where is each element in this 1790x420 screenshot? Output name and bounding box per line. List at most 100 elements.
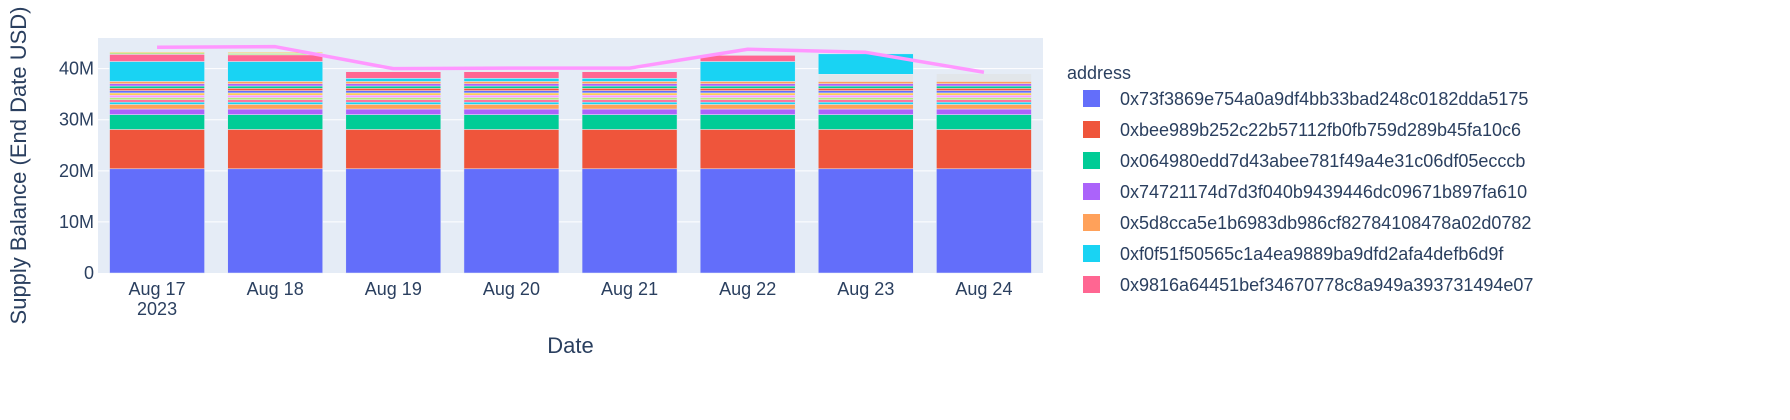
legend-swatch [1083, 214, 1100, 231]
bar-segment [699, 114, 796, 130]
legend-swatch [1083, 245, 1100, 262]
x-tick-label: Aug 20 [483, 279, 540, 299]
bar-segment [227, 129, 323, 170]
bar-segment [463, 104, 560, 110]
bar-segment [818, 104, 914, 110]
bar-segment [936, 168, 1032, 274]
bar-segment [936, 108, 1032, 115]
bar-segment [818, 92, 914, 96]
bar-segment [109, 81, 205, 84]
bar-segment [109, 85, 205, 89]
bar-segment [345, 168, 442, 274]
bar-segment [699, 81, 796, 84]
bar-segment [109, 168, 205, 274]
bar-segment [581, 92, 678, 96]
bar-segment [818, 99, 914, 103]
bar-segment [227, 97, 323, 101]
legend-item[interactable]: 0x74721174d7d3f040b9439446dc09671b897fa6… [1083, 182, 1527, 202]
bar-segment [699, 94, 796, 98]
bar-segment [463, 129, 560, 170]
bar-segment [581, 90, 678, 94]
bar-segment [227, 104, 323, 110]
bar-segment [699, 61, 796, 82]
bar-segment [581, 108, 678, 115]
bar-segment [463, 90, 560, 94]
legend-swatch [1083, 152, 1100, 169]
legend[interactable]: address 0x73f3869e754a0a9df4bb33bad248c0… [1067, 63, 1533, 295]
bar-segment [699, 88, 796, 91]
bar-segment [581, 85, 678, 89]
bar-segment [227, 101, 323, 105]
bar-segment [345, 99, 442, 103]
bar-segment [581, 97, 678, 101]
bar-segment [936, 90, 1032, 94]
bar-segment [699, 85, 796, 89]
bar-segment [463, 81, 560, 84]
bar-segment [109, 104, 205, 110]
bar-segment [581, 88, 678, 91]
y-tick-label: 10M [59, 212, 94, 232]
bar-segment [818, 90, 914, 94]
bar-segment [699, 101, 796, 105]
legend-item[interactable]: 0xf0f51f50565c1a4ea9889ba9dfd2afa4defb6d… [1083, 244, 1504, 264]
legend-label: 0x5d8cca5e1b6983db986cf82784108478a02d07… [1120, 213, 1531, 233]
bar-segment [463, 108, 560, 115]
bar-segment [227, 168, 323, 274]
bar-segment [345, 83, 442, 87]
bar-segment [109, 51, 205, 54]
legend-item[interactable]: 0xbee989b252c22b57112fb0fb759d289b45fa10… [1083, 120, 1521, 140]
bar-segment [581, 83, 678, 87]
bar-segment [818, 74, 914, 82]
legend-swatch [1083, 276, 1100, 293]
legend-label: 0x9816a64451bef34670778c8a949a393731494e… [1120, 275, 1533, 295]
bar-segment [345, 81, 442, 84]
bar-segment [109, 83, 205, 87]
bar-segment [581, 94, 678, 98]
bar-segment [699, 90, 796, 94]
bar-segment [463, 78, 560, 82]
bar-segment [936, 94, 1032, 98]
legend-item[interactable]: 0x73f3869e754a0a9df4bb33bad248c0182dda51… [1083, 89, 1528, 109]
bar-segment [936, 85, 1032, 89]
legend-item[interactable]: 0x5d8cca5e1b6983db986cf82784108478a02d07… [1083, 213, 1531, 233]
total-line [157, 44, 985, 74]
bar-segment [109, 61, 205, 82]
bar-segment [345, 101, 442, 105]
bar-segment [345, 85, 442, 89]
bar-segment [227, 94, 323, 98]
x-tick-label: Aug 21 [601, 279, 658, 299]
y-tick-label: 40M [59, 59, 94, 79]
bar-segment [227, 54, 323, 62]
bar-segment [227, 108, 323, 115]
legend-title: address [1067, 63, 1131, 83]
legend-label: 0xbee989b252c22b57112fb0fb759d289b45fa10… [1120, 120, 1521, 140]
legend-item[interactable]: 0x9816a64451bef34670778c8a949a393731494e… [1083, 275, 1533, 295]
bar-segment [345, 129, 442, 170]
bars[interactable] [109, 51, 1032, 274]
bar-segment [463, 83, 560, 87]
bar-segment [227, 83, 323, 87]
bar-segment [818, 168, 914, 274]
bar-segment [581, 114, 678, 130]
bar-segment [227, 99, 323, 103]
bar-segment [936, 104, 1032, 110]
bar-segment [227, 81, 323, 84]
bar-segment [818, 88, 914, 91]
y-axis-title: Supply Balance (End Date USD) [6, 7, 31, 325]
bar-segment [345, 88, 442, 91]
bar-segment [936, 99, 1032, 103]
bar-segment [581, 101, 678, 105]
bar-segment [699, 92, 796, 96]
legend-item[interactable]: 0x064980edd7d43abee781f49a4e31c06df05ecc… [1083, 151, 1525, 171]
bar-segment [699, 129, 796, 170]
x-axis-ticks: Aug 17 Aug 18 Aug 19 Aug 20 Aug 21 Aug 22 Aug … [129, 279, 1013, 319]
y-tick-label: 20M [59, 161, 94, 181]
bar-segment [345, 104, 442, 110]
bar-segment [109, 99, 205, 103]
bar-segment [818, 114, 914, 130]
bar-segment [109, 88, 205, 91]
bar-segment [581, 104, 678, 110]
bar-segment [227, 92, 323, 96]
bar-segment [581, 129, 678, 170]
